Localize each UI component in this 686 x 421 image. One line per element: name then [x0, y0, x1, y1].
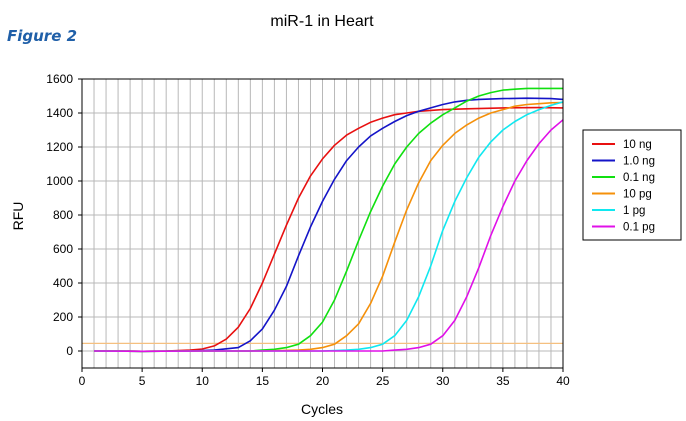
- x-tick-label: 5: [139, 374, 146, 388]
- x-tick-label: 0: [79, 374, 86, 388]
- legend-label: 0.1 ng: [623, 172, 655, 184]
- legend-box: [582, 129, 682, 241]
- x-tick-label: 10: [196, 374, 210, 388]
- y-tick-label: 400: [53, 276, 73, 290]
- x-tick-label: 25: [376, 374, 390, 388]
- series-line-5: [93, 119, 564, 353]
- x-tick-label: 15: [256, 374, 270, 388]
- grid: [82, 79, 563, 368]
- y-tick-label: 1200: [46, 140, 73, 154]
- y-tick-label: 0: [66, 344, 73, 358]
- legend: 10 ng 1.0 ng 0.1 ng 10 pg 1 pg 0.1 pg: [582, 129, 682, 241]
- legend-label: 0.1 pg: [623, 222, 655, 234]
- y-tick-label: 200: [53, 310, 73, 324]
- figure-label: Figure 2: [7, 27, 78, 45]
- x-tick-label: 30: [436, 374, 450, 388]
- series-line-3: [93, 101, 564, 353]
- legend-label: 10 ng: [623, 139, 652, 151]
- y-tick-label: 800: [53, 208, 73, 222]
- y-axis-label: RFU: [10, 202, 26, 231]
- series-line-2: [93, 87, 563, 353]
- x-tick-label: 20: [316, 374, 330, 388]
- legend-label: 10 pg: [623, 189, 652, 201]
- chart-title: miR-1 in Heart: [270, 13, 374, 30]
- y-tick-label: 1000: [46, 174, 73, 188]
- y-tick-label: 1400: [46, 106, 73, 120]
- legend-label: 1.0 ng: [623, 156, 655, 168]
- axis-ticks: 0 5 10 15 20 25 30 35 40020040060080010001200140…: [46, 72, 570, 388]
- y-tick-label: 1600: [46, 72, 73, 86]
- series-lines: [93, 87, 564, 353]
- x-tick-label: 40: [556, 374, 570, 388]
- x-tick-label: 35: [496, 374, 510, 388]
- legend-label: 1 pg: [623, 205, 645, 217]
- x-axis-label: Cycles: [301, 401, 343, 417]
- y-tick-label: 600: [53, 242, 73, 256]
- series-line-0: [94, 106, 564, 353]
